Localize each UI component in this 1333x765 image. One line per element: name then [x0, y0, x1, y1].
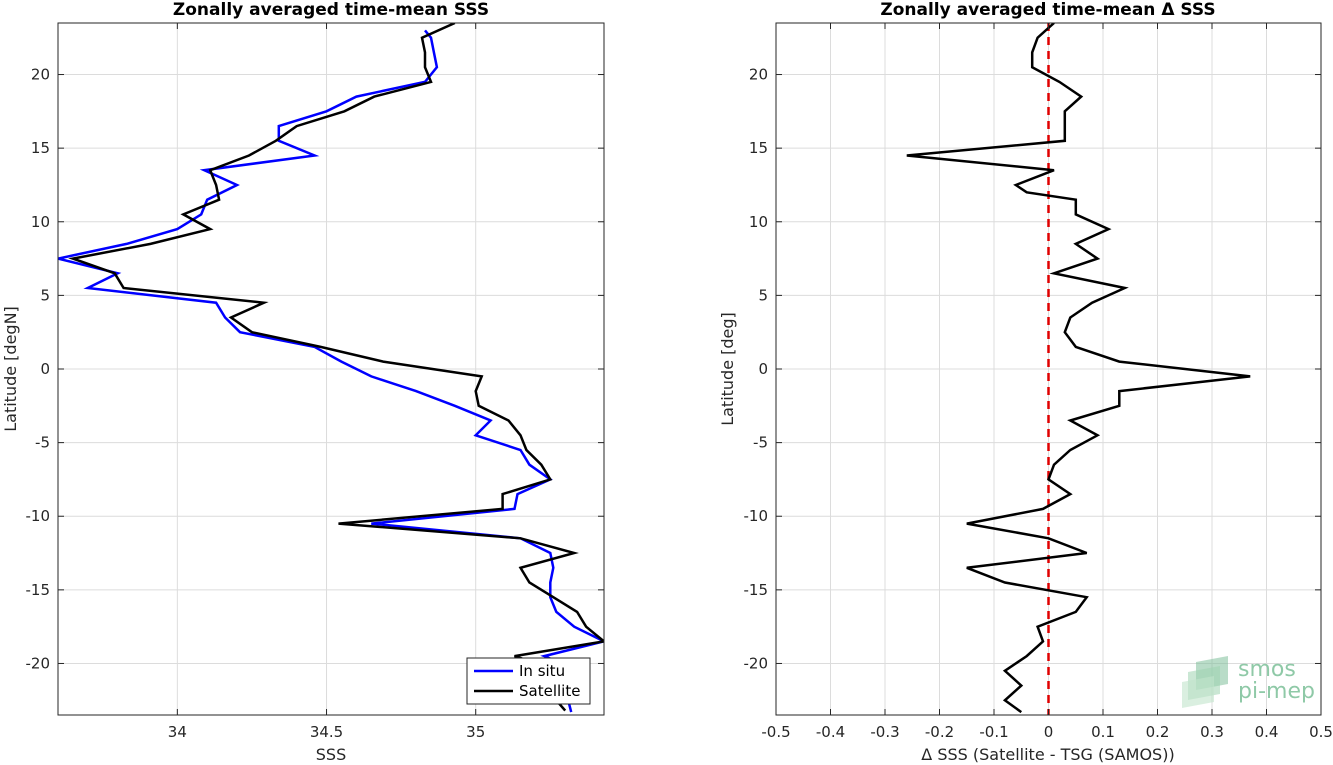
right-chart-panel: smos pi-mep -0.5 -0.4 -0.3 -0.2 -0.1 0 0.1 0.2 0… — [718, 0, 1333, 764]
legend-satellite-label: Satellite — [519, 682, 580, 700]
left-chart-x-tick-label: 34.5 — [310, 723, 343, 741]
left-chart-x-tick-label: 34 — [168, 723, 187, 741]
right-chart-x-tick-label: 0.3 — [1200, 723, 1224, 741]
right-chart-y-tick-label: -5 — [753, 434, 768, 452]
right-chart-y-tick-label: 20 — [749, 66, 768, 84]
left-chart-series-in-situ-line — [58, 29, 604, 713]
left-chart-y-axis-label: Latitude [degN] — [1, 306, 20, 432]
right-chart-x-tick-label: 0.1 — [1091, 723, 1115, 741]
right-chart-y-tick-label: -10 — [744, 507, 769, 525]
smos-pi-mep-logo: smos pi-mep — [1182, 656, 1315, 708]
right-chart-title: Zonally averaged time-mean Δ SSS — [880, 0, 1215, 20]
right-chart-series-delta-sss-line — [906, 23, 1251, 714]
left-chart-y-tick-label: -5 — [35, 434, 50, 452]
left-chart-panel: 34 34.5 35 -20 -15 -10 -5 0 5 10 15 20 Zonally aver… — [1, 0, 605, 764]
legend-in-situ-label: In situ — [519, 662, 565, 680]
right-chart-plot-area — [906, 23, 1251, 715]
left-chart-title: Zonally averaged time-mean SSS — [173, 0, 489, 20]
right-chart-x-tick-label: -0.2 — [925, 723, 954, 741]
left-chart-x-axis-label: SSS — [316, 745, 346, 764]
left-chart-y-tick-label: 5 — [40, 286, 50, 304]
logo-text-pi-mep: pi-mep — [1238, 679, 1315, 704]
legend: In situ Satellite — [466, 657, 591, 705]
right-chart-x-axis-label: Δ SSS (Satellite - TSG (SAMOS)) — [921, 745, 1174, 764]
left-chart-plot-area — [58, 23, 604, 713]
left-chart-y-tick-label: 10 — [31, 213, 50, 231]
right-chart-y-tick-label: -15 — [744, 581, 769, 599]
right-chart-x-tick-label: -0.4 — [816, 723, 845, 741]
right-chart-x-tick-label: 0 — [1044, 723, 1054, 741]
left-chart-series-satellite-line — [68, 23, 604, 712]
right-chart-y-tick-label: -20 — [744, 654, 769, 672]
left-chart-y-tick-label: -20 — [26, 654, 51, 672]
left-chart-grid — [58, 23, 604, 715]
right-chart-x-tick-label: -0.5 — [761, 723, 790, 741]
right-chart-y-tick-label: 0 — [758, 360, 768, 378]
left-chart-ticks: 34 34.5 35 -20 -15 -10 -5 0 5 10 15 20 — [26, 23, 604, 741]
right-chart-x-tick-label: 0.5 — [1309, 723, 1333, 741]
right-chart-x-tick-label: -0.1 — [979, 723, 1008, 741]
left-chart-y-tick-label: -15 — [26, 581, 51, 599]
right-chart-axes-box — [775, 22, 1322, 716]
logo-layers-icon — [1182, 656, 1228, 708]
left-chart-y-tick-label: -10 — [26, 507, 51, 525]
legend-box — [466, 657, 591, 705]
left-chart-axes-box — [57, 22, 605, 716]
right-chart-x-tick-label: 0.2 — [1146, 723, 1170, 741]
right-chart-y-tick-label: 10 — [749, 213, 768, 231]
right-chart-ticks: -0.5 -0.4 -0.3 -0.2 -0.1 0 0.1 0.2 0.3 0.4 0.5 -20 -… — [744, 23, 1333, 741]
left-chart-x-tick-label: 35 — [466, 723, 485, 741]
right-chart-x-tick-label: -0.3 — [870, 723, 899, 741]
left-chart-y-tick-label: 20 — [31, 66, 50, 84]
right-chart-x-tick-label: 0.4 — [1255, 723, 1279, 741]
right-chart-y-tick-label: 5 — [758, 286, 768, 304]
logo-text-smos: smos — [1238, 657, 1296, 682]
right-chart-y-axis-label: Latitude [deg] — [718, 312, 737, 426]
right-chart-y-tick-label: 15 — [749, 139, 768, 157]
left-chart-y-tick-label: 15 — [31, 139, 50, 157]
left-chart-y-tick-label: 0 — [40, 360, 50, 378]
